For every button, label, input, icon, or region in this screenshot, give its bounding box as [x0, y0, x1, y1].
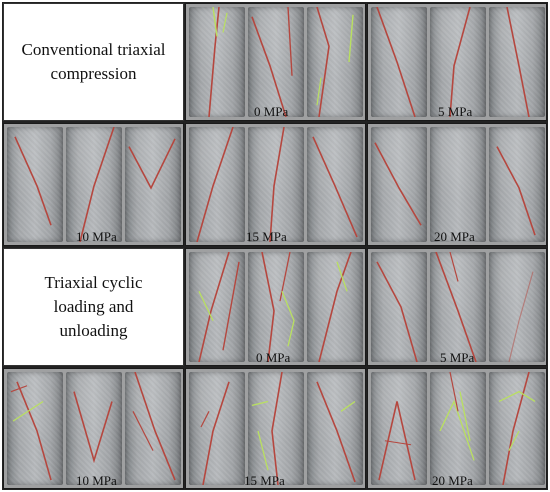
- specimen: [489, 252, 545, 362]
- specimen-group-conventional-5mpa: 5 MPa: [367, 3, 547, 121]
- specimen: [248, 252, 304, 362]
- label-conventional-text: Conventional triaxial compression: [21, 40, 166, 83]
- specimen: [371, 372, 427, 485]
- specimen: [66, 127, 122, 242]
- confining-pressure-label: 0 MPa: [256, 350, 291, 365]
- confining-pressure-label: 20 MPa: [432, 473, 473, 488]
- specimen: [248, 372, 304, 485]
- specimen-group-cyclic-20mpa: 20 MPa: [367, 368, 547, 489]
- specimen-group-conventional-20mpa: 20 MPa: [367, 123, 547, 246]
- specimen: [7, 372, 63, 485]
- specimen: [189, 127, 245, 242]
- specimen: [371, 252, 427, 362]
- specimen: [189, 252, 245, 362]
- specimen: [66, 372, 122, 485]
- specimen: [248, 7, 304, 117]
- specimen: [430, 372, 486, 485]
- label-conventional-triaxial: Conventional triaxial compression: [3, 3, 184, 121]
- specimen-group-conventional-10mpa: 10 MPa: [3, 123, 184, 246]
- specimen: [189, 372, 245, 485]
- specimen-group-cyclic-0mpa: 0 MPa: [185, 248, 366, 366]
- specimen: [430, 7, 486, 117]
- specimen: [489, 7, 545, 117]
- specimen: [371, 7, 427, 117]
- confining-pressure-label: 20 MPa: [434, 229, 475, 244]
- specimen: [430, 252, 486, 362]
- label-triaxial-cyclic: Triaxial cyclic loading and unloading: [3, 248, 184, 366]
- specimen-group-cyclic-5mpa: 5 MPa: [367, 248, 547, 366]
- specimen: [371, 127, 427, 242]
- specimen: [307, 127, 363, 242]
- specimen: [307, 372, 363, 485]
- label-cyclic-text: Triaxial cyclic loading and unloading: [44, 273, 143, 340]
- specimen-group-cyclic-10mpa: 10 MPa: [3, 368, 184, 489]
- confining-pressure-label: 10 MPa: [76, 229, 117, 244]
- confining-pressure-label: 10 MPa: [76, 473, 117, 488]
- specimen-group-conventional-15mpa: 15 MPa: [185, 123, 366, 246]
- specimen: [489, 127, 545, 242]
- specimen: [189, 7, 245, 117]
- specimen: [430, 127, 486, 242]
- confining-pressure-label: 15 MPa: [244, 473, 285, 488]
- confining-pressure-label: 5 MPa: [438, 104, 473, 119]
- confining-pressure-label: 5 MPa: [440, 350, 475, 365]
- specimen: [489, 372, 545, 485]
- specimen: [248, 127, 304, 242]
- specimen: [125, 372, 181, 485]
- specimen-group-conventional-0mpa: 0 MPa: [185, 3, 366, 121]
- specimen-group-cyclic-15mpa: 15 MPa: [185, 368, 366, 489]
- confining-pressure-label: 15 MPa: [246, 229, 287, 244]
- specimen: [125, 127, 181, 242]
- specimen: [307, 7, 363, 117]
- specimen: [7, 127, 63, 242]
- confining-pressure-label: 0 MPa: [254, 104, 289, 119]
- specimen: [307, 252, 363, 362]
